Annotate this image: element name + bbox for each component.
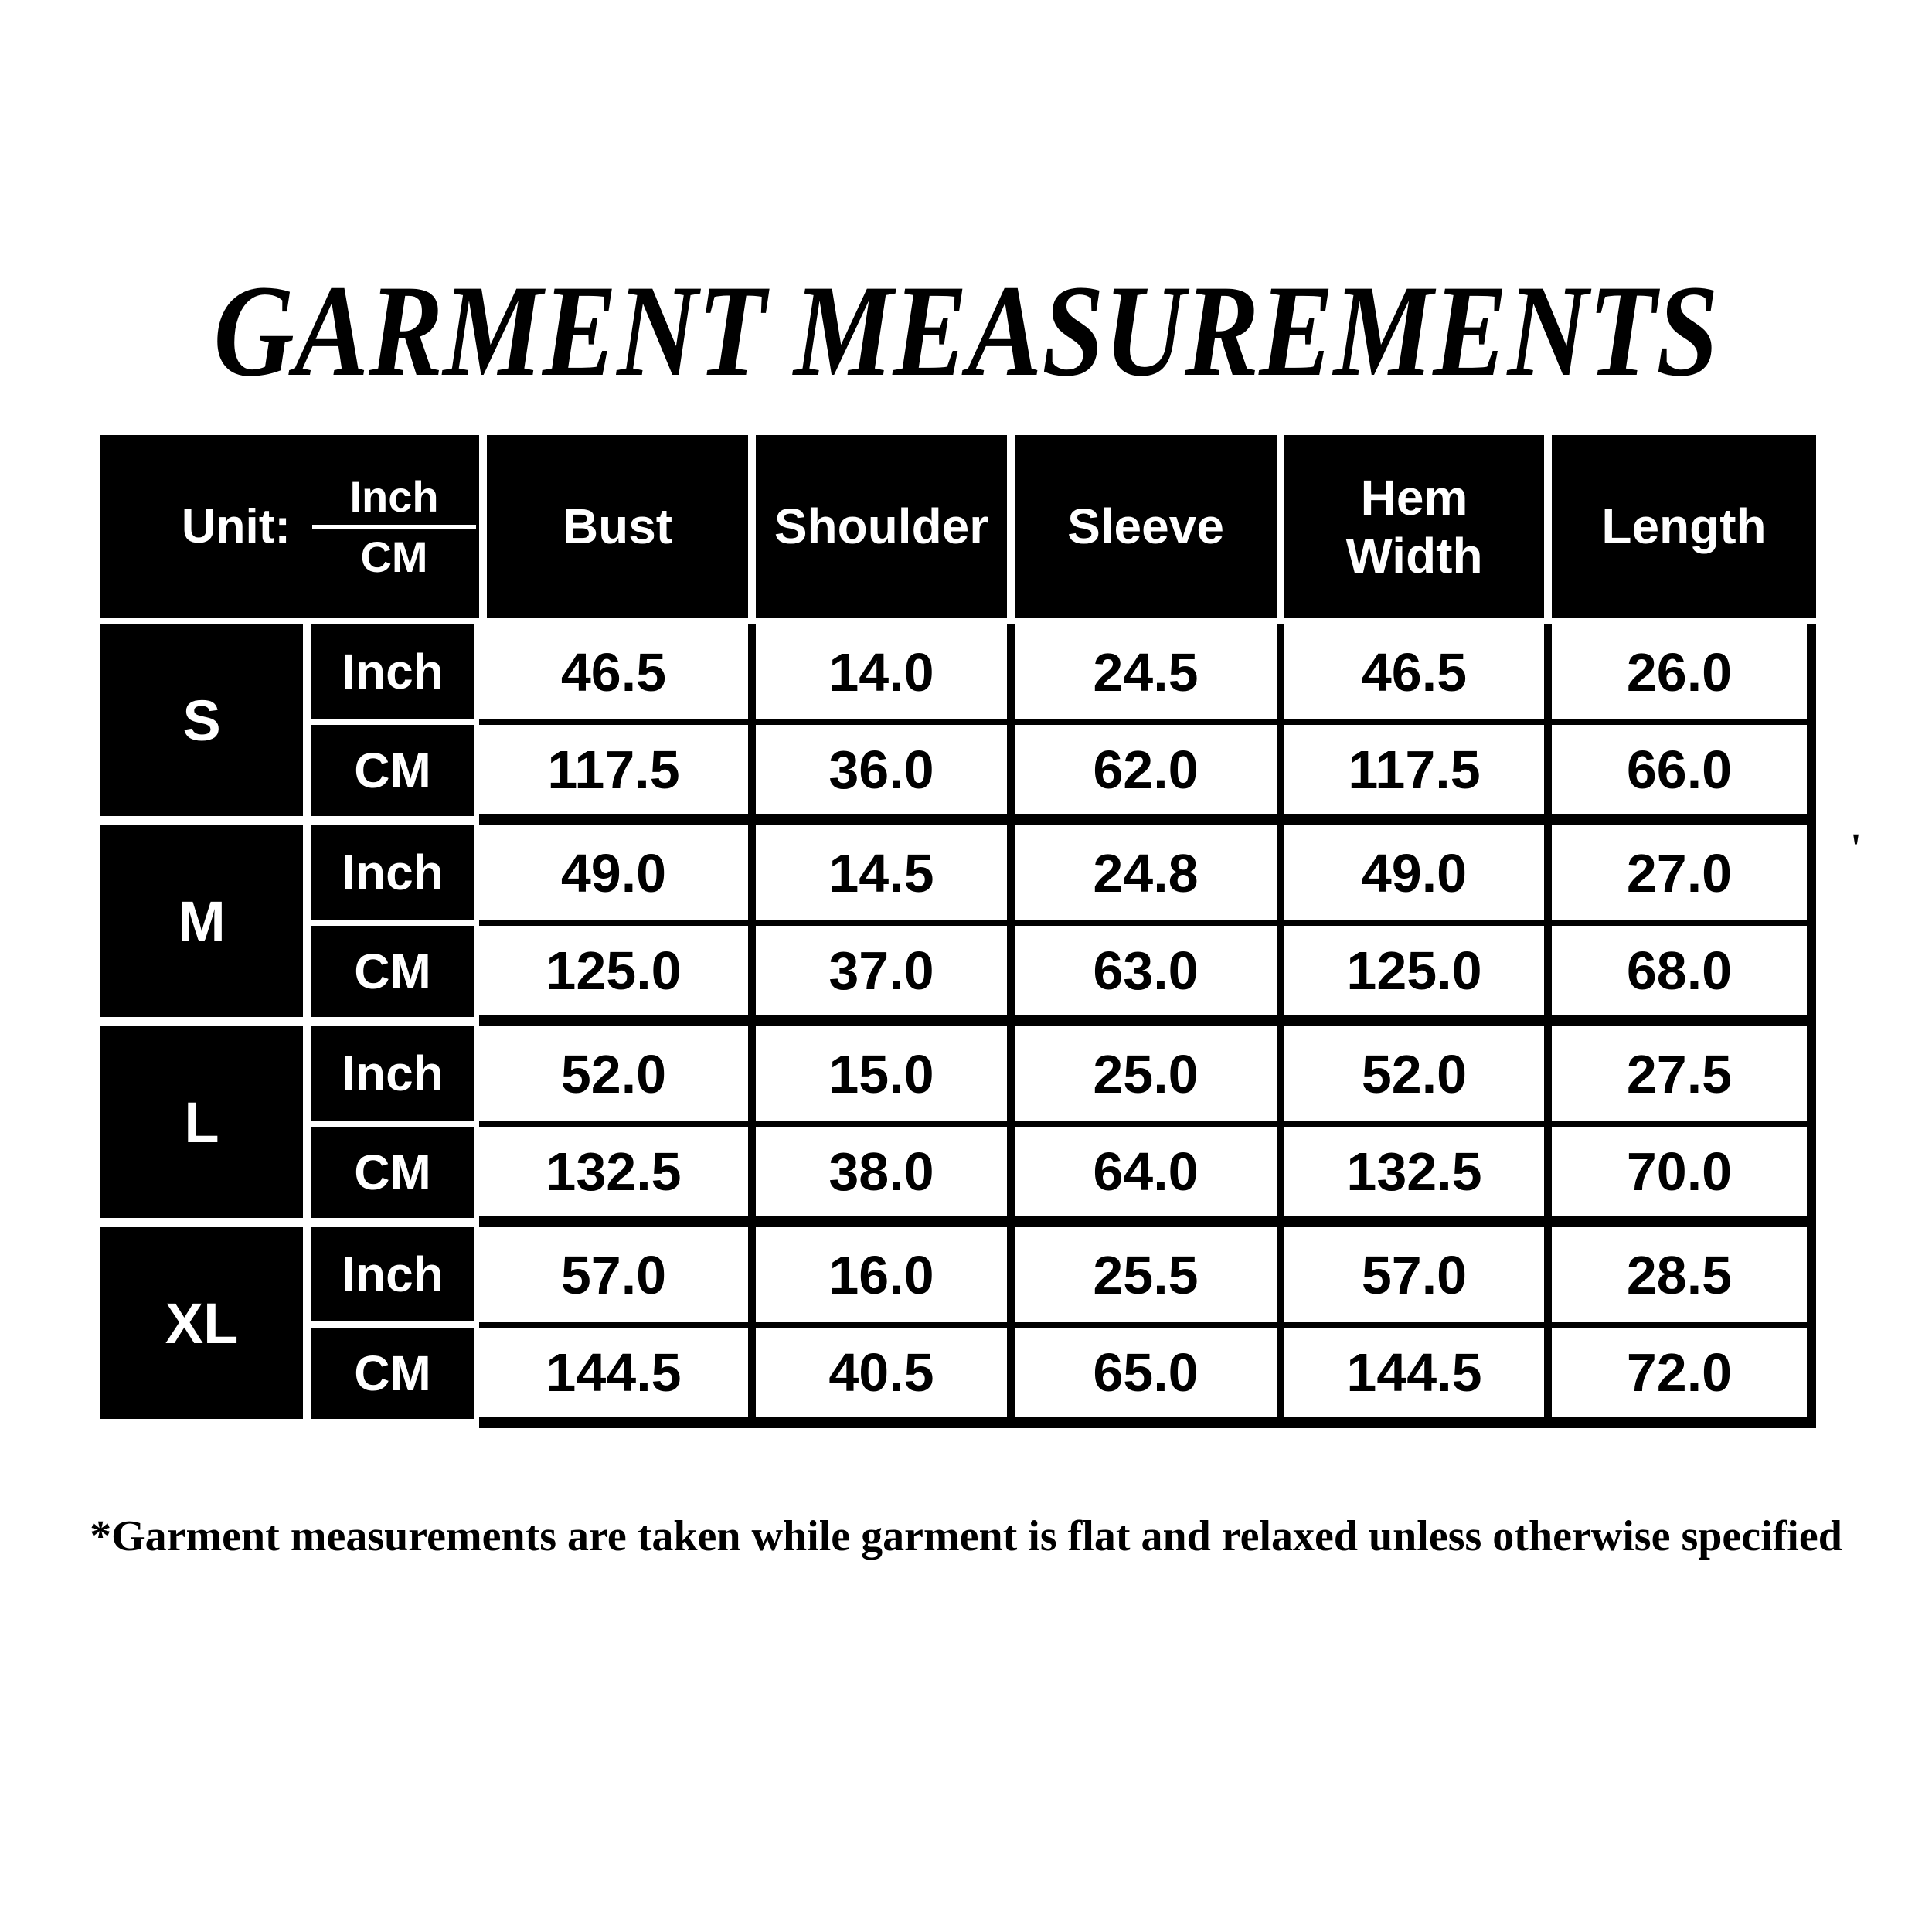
cell-s-cm-bust: 117.5 — [479, 725, 748, 825]
cell-l-inch-length: 27.5 — [1544, 1026, 1816, 1127]
cell-m-inch-hem-width: 49.0 — [1277, 825, 1544, 926]
cell-m-cm-length: 68.0 — [1544, 926, 1816, 1026]
footnote: *Garment measurements are taken while ga… — [90, 1512, 1842, 1560]
cell-xl-cm-hem-width: 144.5 — [1277, 1328, 1544, 1428]
unit-fraction-inch-label: Inch — [349, 471, 439, 521]
unit-row-label-xl-inch: Inch — [311, 1227, 479, 1328]
unit-row-label-l-cm: CM — [311, 1127, 479, 1227]
measurements-table: Unit: Inch CM Bust Shoulder Sleeve Hem W… — [100, 435, 1816, 1428]
cell-l-cm-sleeve: 64.0 — [1007, 1127, 1277, 1227]
cell-xl-inch-sleeve: 25.5 — [1007, 1227, 1277, 1328]
cell-xl-cm-bust: 144.5 — [479, 1328, 748, 1428]
cell-xl-inch-shoulder: 16.0 — [748, 1227, 1007, 1328]
column-header-hem-width-label: Hem Width — [1345, 470, 1483, 583]
size-cell-l: L — [100, 1026, 311, 1227]
unit-row-label-s-inch: Inch — [311, 624, 479, 725]
cell-m-inch-sleeve: 24.8 — [1007, 825, 1277, 926]
cell-s-inch-hem-width: 46.5 — [1277, 624, 1544, 725]
size-cell-m: M — [100, 825, 311, 1026]
unit-label: Unit: — [181, 500, 291, 553]
cell-l-inch-sleeve: 25.0 — [1007, 1026, 1277, 1127]
unit-row-label-l-inch: Inch — [311, 1026, 479, 1127]
cell-s-cm-sleeve: 62.0 — [1007, 725, 1277, 825]
cell-xl-inch-length: 28.5 — [1544, 1227, 1816, 1328]
cell-s-cm-length: 66.0 — [1544, 725, 1816, 825]
cell-s-inch-length: 26.0 — [1544, 624, 1816, 725]
column-header-shoulder-label: Shoulder — [774, 498, 989, 555]
page-title: GARMENT MEASUREMENTS — [213, 258, 1719, 403]
unit-fraction-cm-label: CM — [360, 532, 428, 581]
cell-xl-cm-sleeve: 65.0 — [1007, 1328, 1277, 1428]
cell-s-inch-shoulder: 14.0 — [748, 624, 1007, 725]
cell-xl-cm-shoulder: 40.5 — [748, 1328, 1007, 1428]
unit-row-label-xl-cm: CM — [311, 1328, 479, 1428]
size-cell-s: S — [100, 624, 311, 825]
column-header-length-label: Length — [1601, 498, 1767, 555]
unit-row-label-m-inch: Inch — [311, 825, 479, 926]
cell-s-inch-sleeve: 24.5 — [1007, 624, 1277, 725]
unit-fraction: Inch CM — [312, 471, 476, 581]
unit-row-label-m-cm: CM — [311, 926, 479, 1026]
cell-m-inch-length: 27.0 — [1544, 825, 1816, 926]
cell-m-inch-bust: 49.0 — [479, 825, 748, 926]
cell-l-cm-shoulder: 38.0 — [748, 1127, 1007, 1227]
cell-m-inch-shoulder: 14.5 — [748, 825, 1007, 926]
fraction-divider-line — [312, 524, 476, 529]
column-header-bust-label: Bust — [562, 498, 673, 555]
column-header-hem-width: Hem Width — [1277, 435, 1544, 624]
cell-xl-cm-length: 72.0 — [1544, 1328, 1816, 1428]
cell-l-cm-hem-width: 132.5 — [1277, 1127, 1544, 1227]
unit-header-cell: Unit: Inch CM — [100, 435, 479, 624]
cell-xl-inch-hem-width: 57.0 — [1277, 1227, 1544, 1328]
cell-l-cm-bust: 132.5 — [479, 1127, 748, 1227]
stray-print-mark: ' — [1850, 825, 1862, 871]
cell-m-cm-sleeve: 63.0 — [1007, 926, 1277, 1026]
cell-l-inch-shoulder: 15.0 — [748, 1026, 1007, 1127]
cell-s-cm-shoulder: 36.0 — [748, 725, 1007, 825]
column-header-shoulder: Shoulder — [748, 435, 1007, 624]
size-cell-xl: XL — [100, 1227, 311, 1428]
cell-xl-inch-bust: 57.0 — [479, 1227, 748, 1328]
cell-l-inch-hem-width: 52.0 — [1277, 1026, 1544, 1127]
column-header-sleeve: Sleeve — [1007, 435, 1277, 624]
cell-m-cm-bust: 125.0 — [479, 926, 748, 1026]
column-header-bust: Bust — [479, 435, 748, 624]
column-header-sleeve-label: Sleeve — [1067, 498, 1224, 555]
cell-l-inch-bust: 52.0 — [479, 1026, 748, 1127]
cell-s-cm-hem-width: 117.5 — [1277, 725, 1544, 825]
unit-row-label-s-cm: CM — [311, 725, 479, 825]
cell-s-inch-bust: 46.5 — [479, 624, 748, 725]
cell-l-cm-length: 70.0 — [1544, 1127, 1816, 1227]
cell-m-cm-shoulder: 37.0 — [748, 926, 1007, 1026]
column-header-length: Length — [1544, 435, 1816, 624]
cell-m-cm-hem-width: 125.0 — [1277, 926, 1544, 1026]
